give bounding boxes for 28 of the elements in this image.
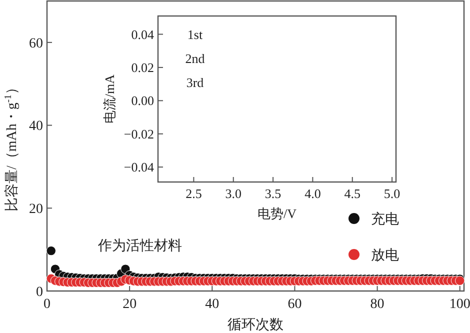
x-tick-label: 60 — [288, 297, 302, 312]
x-tick-label: 3.0 — [225, 186, 242, 201]
x-tick-label: 4.0 — [304, 186, 321, 201]
y-tick-label: 0 — [36, 284, 43, 300]
y-tick-label: −0.02 — [124, 126, 154, 142]
x-tick-label: 2.5 — [186, 186, 202, 201]
x-axis-title: 电势/V — [258, 206, 298, 221]
legend-label: 充电 — [371, 212, 399, 228]
annotation: 作为活性材料 — [97, 238, 182, 254]
x-tick-label: 100 — [449, 297, 470, 312]
y-tick-label: 0.00 — [131, 93, 154, 108]
annotation: 1st — [187, 27, 203, 42]
x-tick-label: 3.5 — [264, 186, 282, 201]
x-axis-title: 循环次数 — [228, 317, 284, 333]
y-tick-label: 20 — [29, 202, 43, 218]
y-tick-label: 40 — [29, 119, 43, 134]
x-tick-label: 80 — [370, 297, 384, 312]
y-tick-label: −0.04 — [124, 160, 154, 175]
y-axis-title: 电流/mA — [102, 74, 117, 124]
legend-label: 放电 — [371, 248, 399, 264]
x-tick-label: 40 — [205, 297, 220, 312]
x-tick-label: 4.5 — [344, 186, 360, 201]
y-tick-label: 0.04 — [131, 26, 154, 42]
y-tick-label: 60 — [29, 36, 43, 52]
y-tick-label: 0.02 — [131, 60, 154, 76]
x-tick-label: 5.0 — [384, 186, 400, 201]
annotation: 2nd — [185, 51, 206, 66]
annotation: 3rd — [186, 75, 204, 90]
